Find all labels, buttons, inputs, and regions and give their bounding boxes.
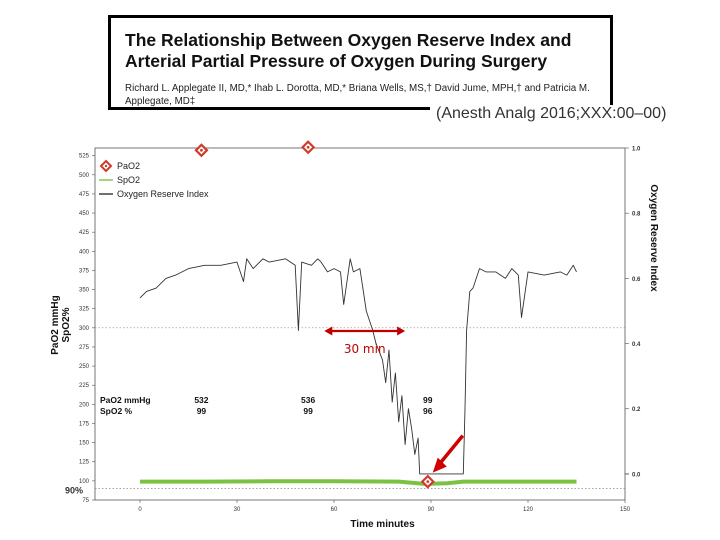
ori-line	[139, 258, 577, 475]
y-right-tick-label: 0.4	[632, 342, 641, 348]
y-left-tick-label: 250	[79, 364, 90, 370]
y-left-tick-label: 450	[79, 211, 90, 217]
table-cell: 99	[423, 395, 433, 405]
pao2-point-center	[306, 145, 310, 149]
pointer-arrow-head	[432, 457, 447, 473]
pao2-point-center	[200, 148, 203, 152]
x-tick-label: 30	[234, 507, 241, 513]
y-right-axis-title: Oxygen Reserve Index	[648, 184, 659, 292]
paper-authors: Richard L. Applegate II, MD,* Ihab L. Do…	[125, 83, 590, 107]
citation: (Anesth Analg 2016;XXX:00–00)	[430, 105, 673, 125]
table-cell: 536	[301, 395, 315, 405]
ref-label-90: 90%	[65, 486, 83, 496]
table-cell: 99	[303, 406, 313, 416]
y-left-tick-label: 225	[79, 383, 90, 389]
table-cell: 532	[194, 395, 208, 405]
pointer-arrow-shaft	[438, 434, 465, 465]
y-left-tick-label: 525	[79, 154, 90, 160]
y-right-tick-label: 0.0	[632, 472, 641, 478]
table-cell: 99	[197, 406, 207, 416]
y-left-axis-title: PaO2 mmHgSpO2%	[50, 295, 72, 354]
plot-area	[94, 147, 626, 501]
y-right-tick-label: 1.0	[632, 147, 641, 153]
legend: PaO2 SpO2 Oxygen Reserve Index	[99, 159, 209, 199]
table-row-label: PaO2 mmHg	[100, 395, 151, 405]
y-left-tick-label: 75	[82, 498, 89, 504]
duration-arrow-head-right	[397, 326, 406, 336]
paper-title: The Relationship Between Oxygen Reserve …	[125, 30, 572, 71]
y-left-tick-label: 275	[79, 345, 90, 351]
y-left-tick-label: 100	[79, 479, 90, 485]
y-left-tick-label: 425	[79, 230, 90, 236]
spo2-line	[140, 479, 577, 486]
legend-label: Oxygen Reserve Index	[117, 189, 209, 199]
y-left-tick-label: 475	[79, 192, 90, 198]
series-layer	[139, 140, 577, 489]
left-axis: 75 100 125 150 175 200 225 250 275 300 325 350 375 40…	[50, 154, 95, 504]
y-left-tick-label: 500	[79, 173, 90, 179]
x-axis-title: Time minutes	[350, 519, 415, 530]
x-tick-label: 90	[428, 507, 435, 513]
legend-label: SpO2	[117, 175, 140, 185]
y-left-tick-label: 375	[79, 268, 90, 274]
y-right-tick-label: 0.8	[632, 212, 641, 218]
y-left-tick-label: 300	[79, 326, 90, 332]
y-left-tick-label: 400	[79, 249, 90, 255]
duration-label: 30 min	[344, 342, 386, 356]
paper-header: The Relationship Between Oxygen Reserve …	[108, 15, 613, 110]
duration-arrow-head-left	[324, 326, 333, 336]
table-row-label: SpO2 %	[100, 406, 133, 416]
y-right-tick-label: 0.6	[632, 277, 641, 283]
table-cell: 96	[423, 406, 433, 416]
y-left-tick-label: 175	[79, 421, 90, 427]
x-tick-label: 150	[620, 507, 631, 513]
right-axis: 0.0 0.2 0.4 0.6 0.8 1.0 Oxygen Reserve Index	[625, 147, 659, 478]
x-tick-label: 60	[331, 507, 338, 513]
y-left-tick-label: 200	[79, 402, 90, 408]
annotations: 30 min	[324, 326, 465, 473]
legend-label: PaO2	[117, 161, 140, 171]
x-axis: 0 30 60 90 120 150 Time minutes	[138, 500, 631, 530]
x-tick-label: 0	[138, 507, 142, 513]
y-left-tick-label: 325	[79, 307, 90, 313]
y-left-tick-label: 150	[79, 441, 90, 447]
y-right-tick-label: 0.2	[632, 407, 641, 413]
x-tick-label: 120	[523, 507, 534, 513]
pao2-point-center	[426, 480, 430, 484]
y-left-tick-label: 350	[79, 288, 90, 294]
y-left-tick-label: 125	[79, 460, 90, 466]
plot-frame	[94, 147, 626, 501]
